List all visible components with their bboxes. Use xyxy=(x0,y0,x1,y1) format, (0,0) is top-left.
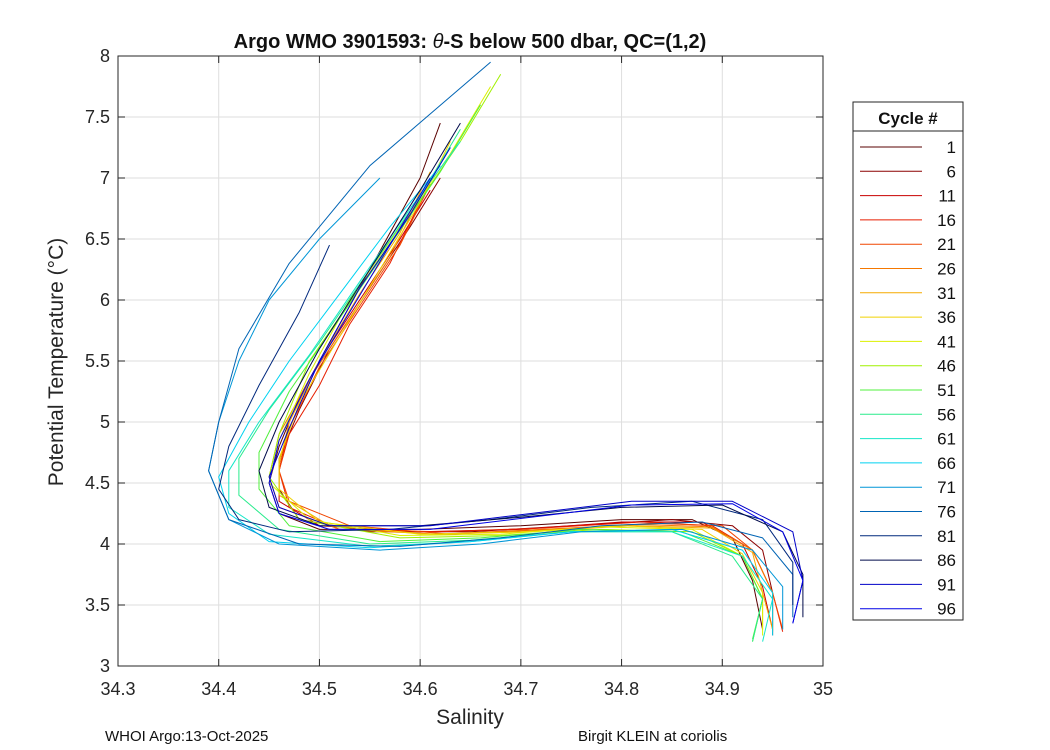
y-tick-label: 7 xyxy=(100,168,110,188)
legend-label-6: 6 xyxy=(947,162,956,181)
series-line-cycle-66 xyxy=(218,165,774,636)
legend-label-21: 21 xyxy=(937,235,956,254)
grid xyxy=(118,56,823,666)
series-line-cycle-81 xyxy=(218,244,794,605)
y-axis-label: Potential Temperature (°C) xyxy=(45,238,68,486)
legend-label-71: 71 xyxy=(937,478,956,497)
legend-label-66: 66 xyxy=(937,454,956,473)
y-tick-label: 6 xyxy=(100,290,110,310)
x-tick-label: 34.8 xyxy=(604,679,639,699)
legend-label-16: 16 xyxy=(937,211,956,230)
x-tick-label: 34.9 xyxy=(705,679,740,699)
legend-label-56: 56 xyxy=(937,405,956,424)
legend-label-61: 61 xyxy=(937,430,956,449)
series-line-cycle-96 xyxy=(268,177,804,624)
legend-label-86: 86 xyxy=(937,551,956,570)
legend-label-36: 36 xyxy=(937,308,956,327)
legend-label-1: 1 xyxy=(947,138,956,157)
series-line-cycle-76 xyxy=(208,61,794,618)
series-line-cycle-91 xyxy=(268,147,804,624)
legend: Cycle # 16111621263136414651566166717681… xyxy=(852,101,964,621)
y-tick-label: 3 xyxy=(100,656,110,676)
legend-label-11: 11 xyxy=(938,187,956,206)
x-axis-label: Salinity xyxy=(436,706,504,729)
y-tick-label: 5 xyxy=(100,412,110,432)
y-tick-label: 4 xyxy=(100,534,110,554)
legend-label-46: 46 xyxy=(937,357,956,376)
legend-box xyxy=(852,101,964,621)
legend-label-41: 41 xyxy=(937,332,956,351)
footer-right: Birgit KLEIN at coriolis xyxy=(578,728,727,745)
x-tick-label: 34.6 xyxy=(403,679,438,699)
x-tick-label: 35 xyxy=(813,679,833,699)
y-tick-label: 7.5 xyxy=(85,107,110,127)
series-line-cycle-41 xyxy=(268,86,764,636)
legend-label-26: 26 xyxy=(937,260,956,279)
x-tick-label: 34.5 xyxy=(302,679,337,699)
series-line-cycle-71 xyxy=(208,177,784,630)
legend-label-91: 91 xyxy=(937,575,956,594)
legend-label-96: 96 xyxy=(937,600,956,619)
x-tick-label: 34.4 xyxy=(201,679,236,699)
y-tick-label: 3.5 xyxy=(85,595,110,615)
footer-left: WHOI Argo:13-Oct-2025 xyxy=(105,728,268,745)
legend-title: Cycle # xyxy=(878,109,938,128)
legend-label-31: 31 xyxy=(937,284,956,303)
series-lines xyxy=(208,61,804,642)
legend-label-81: 81 xyxy=(937,527,956,546)
y-tick-label: 8 xyxy=(100,46,110,66)
x-tick-label: 34.3 xyxy=(100,679,135,699)
x-tick-label: 34.7 xyxy=(503,679,538,699)
series-line-cycle-61 xyxy=(228,141,774,642)
legend-label-76: 76 xyxy=(937,503,956,522)
legend-label-51: 51 xyxy=(937,381,956,400)
axis-ticks: 34.3 34.4 34.5 34.6 34.7 34.8 34.9 35 3 3.5 4 4.5 5 5… xyxy=(85,46,833,699)
y-tick-label: 4.5 xyxy=(85,473,110,493)
series-line-cycle-51 xyxy=(258,104,764,640)
y-tick-label: 6.5 xyxy=(85,229,110,249)
chart-title: Argo WMO 3901593: θ-S below 500 dbar, QC… xyxy=(234,31,707,53)
y-tick-label: 5.5 xyxy=(85,351,110,371)
